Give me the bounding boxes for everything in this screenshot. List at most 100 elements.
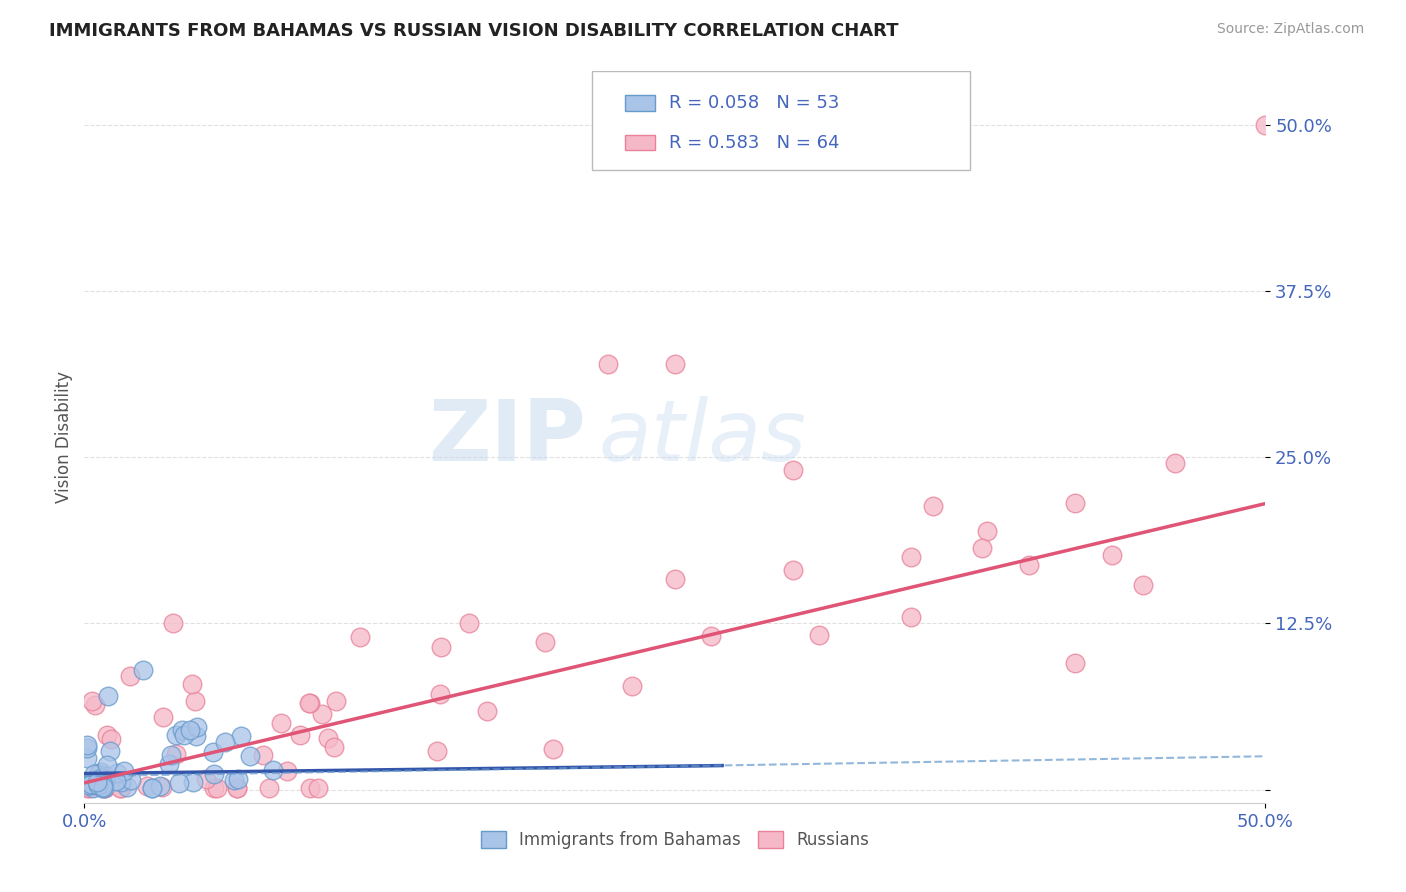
Point xyxy=(276,764,298,778)
Point xyxy=(1164,456,1187,470)
Point xyxy=(225,781,247,796)
Point xyxy=(807,627,830,641)
Point xyxy=(136,779,159,793)
Point xyxy=(167,776,190,790)
Point xyxy=(311,706,333,721)
Point xyxy=(76,781,98,796)
Point xyxy=(141,781,163,796)
Point xyxy=(184,694,207,708)
Point xyxy=(90,764,112,779)
Point xyxy=(257,781,280,796)
Point xyxy=(105,766,128,780)
FancyBboxPatch shape xyxy=(626,135,655,150)
Point xyxy=(226,772,249,786)
Point xyxy=(110,781,132,796)
Point xyxy=(93,781,115,796)
Y-axis label: Vision Disability: Vision Disability xyxy=(55,371,73,503)
Text: IMMIGRANTS FROM BAHAMAS VS RUSSIAN VISION DISABILITY CORRELATION CHART: IMMIGRANTS FROM BAHAMAS VS RUSSIAN VISIO… xyxy=(49,22,898,40)
Point xyxy=(477,704,499,718)
Point xyxy=(94,774,117,789)
Point xyxy=(90,771,112,785)
Point xyxy=(664,572,686,586)
Point xyxy=(782,463,804,477)
Point xyxy=(76,751,98,765)
Point xyxy=(110,775,132,789)
Point xyxy=(922,499,945,513)
Point xyxy=(165,747,187,761)
Point xyxy=(270,715,292,730)
Point xyxy=(621,679,644,693)
Point xyxy=(1018,558,1040,572)
Point xyxy=(239,749,262,764)
Point xyxy=(229,730,252,744)
Point xyxy=(86,778,108,792)
Text: atlas: atlas xyxy=(598,395,806,479)
Point xyxy=(202,781,225,796)
Point xyxy=(93,781,115,796)
Point xyxy=(1132,578,1154,592)
Point xyxy=(252,748,274,763)
Point xyxy=(262,763,284,777)
Point xyxy=(117,780,139,794)
Point xyxy=(430,640,453,654)
Point xyxy=(159,748,181,763)
Point xyxy=(900,609,922,624)
Point xyxy=(202,766,225,780)
Point xyxy=(173,728,195,742)
Point xyxy=(157,757,180,772)
Point xyxy=(96,758,118,772)
Point xyxy=(1101,548,1123,562)
Point xyxy=(80,774,103,789)
Point xyxy=(83,767,105,781)
Point xyxy=(307,781,329,796)
Point xyxy=(149,779,172,793)
Point xyxy=(201,745,224,759)
Legend: Immigrants from Bahamas, Russians: Immigrants from Bahamas, Russians xyxy=(481,831,869,849)
Point xyxy=(205,781,228,796)
Point xyxy=(325,694,347,708)
Point xyxy=(150,780,173,794)
Text: R = 0.583   N = 64: R = 0.583 N = 64 xyxy=(669,134,839,152)
Point xyxy=(97,690,120,704)
Point xyxy=(318,731,340,746)
Point xyxy=(290,728,312,742)
Text: R = 0.058   N = 53: R = 0.058 N = 53 xyxy=(669,95,839,112)
Point xyxy=(297,696,319,710)
Point xyxy=(87,766,110,780)
Point xyxy=(426,744,449,758)
Point xyxy=(112,764,135,779)
Point xyxy=(93,777,115,791)
Point xyxy=(458,616,481,631)
Point xyxy=(86,775,108,789)
Point xyxy=(534,635,557,649)
Point xyxy=(82,694,104,708)
Point xyxy=(186,720,208,734)
FancyBboxPatch shape xyxy=(626,95,655,111)
Point xyxy=(323,740,346,755)
Point xyxy=(970,541,993,556)
Point xyxy=(664,357,686,371)
Point xyxy=(222,773,245,788)
Point xyxy=(80,778,103,792)
Point xyxy=(170,723,193,737)
Point xyxy=(225,781,247,796)
Point xyxy=(110,781,132,796)
Point xyxy=(141,780,163,795)
Point xyxy=(83,698,105,713)
FancyBboxPatch shape xyxy=(592,71,970,170)
Point xyxy=(91,780,114,794)
Point xyxy=(76,775,98,789)
Point xyxy=(181,677,204,691)
Point xyxy=(77,781,100,796)
Point xyxy=(165,728,187,742)
Point xyxy=(80,777,103,791)
Text: ZIP: ZIP xyxy=(429,395,586,479)
Point xyxy=(93,781,115,796)
Point xyxy=(82,781,104,796)
Point xyxy=(299,696,322,710)
Point xyxy=(184,729,207,743)
Point xyxy=(162,615,184,630)
Point xyxy=(1254,118,1277,132)
Point xyxy=(299,781,322,796)
Text: Source: ZipAtlas.com: Source: ZipAtlas.com xyxy=(1216,22,1364,37)
